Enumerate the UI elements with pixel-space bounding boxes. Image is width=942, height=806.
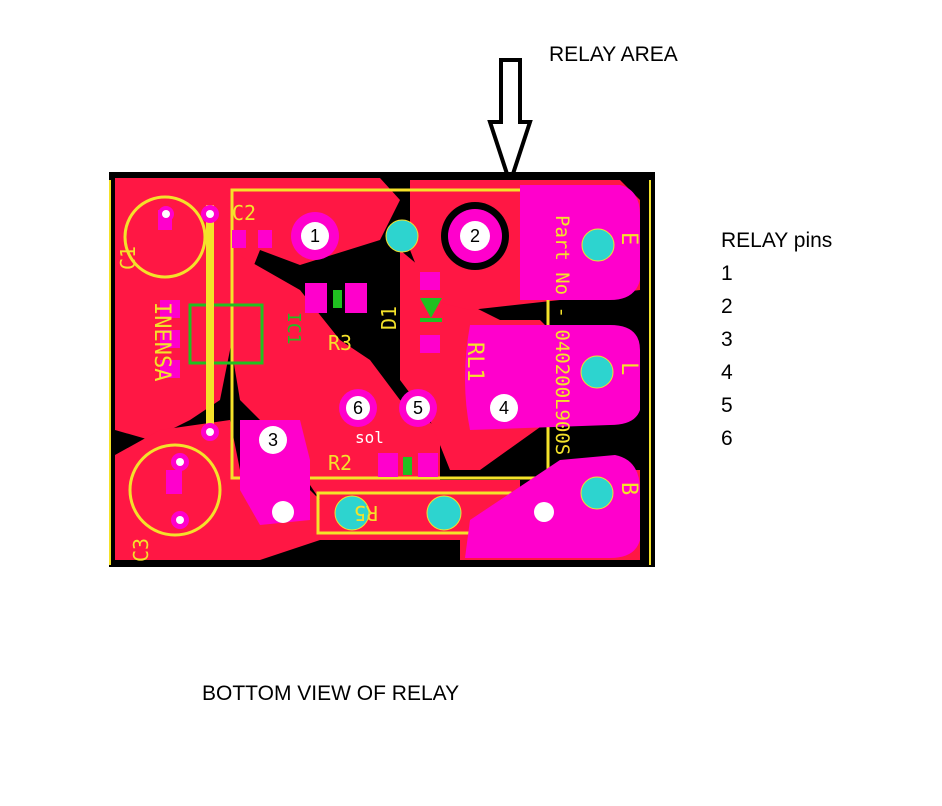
silk-r5: R5 bbox=[354, 501, 378, 525]
silk-part-no: Part No - 040200L900S bbox=[551, 215, 573, 455]
relay-pins-title: RELAY pins bbox=[721, 229, 833, 252]
silk-term-l: L bbox=[616, 362, 641, 375]
relay-pin-item: 6 bbox=[721, 427, 733, 450]
relay-pin-5: 5 bbox=[399, 389, 437, 427]
relay-pin-item: 3 bbox=[721, 328, 733, 351]
silk-rl1: RL1 bbox=[462, 342, 487, 382]
smd-pads bbox=[160, 230, 440, 477]
relay-pin-2: 2 bbox=[441, 202, 509, 270]
via-icons bbox=[334, 219, 615, 531]
silk-term-b: B bbox=[616, 482, 641, 495]
silk-c3: C3 bbox=[129, 538, 153, 562]
silk-r2: R2 bbox=[328, 451, 352, 475]
relay-pin-label: 6 bbox=[353, 398, 363, 418]
through-holes bbox=[158, 205, 554, 529]
relay-pin-item: 2 bbox=[721, 295, 733, 318]
c3-outline bbox=[128, 443, 222, 537]
silk-c1: C1 bbox=[116, 246, 140, 270]
silk-d1: D1 bbox=[377, 306, 401, 330]
relay-pin-4: 4 bbox=[490, 394, 518, 422]
relay-pin-label: 1 bbox=[310, 226, 320, 246]
relay-pins-list: 1 2 3 4 5 6 bbox=[721, 257, 832, 455]
silk-brand: INENSA bbox=[149, 302, 174, 381]
relay-pin-label: 2 bbox=[470, 226, 480, 246]
silk-term-e: E bbox=[616, 232, 641, 245]
relay-pin-6: 6 bbox=[339, 389, 377, 427]
relay-pin-1: 1 bbox=[291, 212, 339, 260]
relay-area-label: RELAY AREA bbox=[549, 43, 678, 66]
relay-pin-item: 4 bbox=[721, 361, 733, 384]
bottom-view-label: BOTTOM VIEW OF RELAY bbox=[202, 682, 460, 705]
silk-r3: R3 bbox=[328, 331, 352, 355]
relay-pin-label: 4 bbox=[499, 398, 509, 418]
ic1-outline bbox=[188, 303, 264, 365]
c1-outline bbox=[123, 195, 207, 279]
relay-pin-item: 5 bbox=[721, 394, 733, 417]
relay-pin-label: 5 bbox=[413, 398, 423, 418]
relay-pin-item: 1 bbox=[721, 262, 733, 285]
relay-pins-panel: RELAY pins 1 2 3 4 5 6 bbox=[721, 224, 832, 455]
relay-pin-3: 3 bbox=[259, 426, 287, 454]
silk-sol: sol bbox=[355, 428, 384, 447]
down-arrow-icon bbox=[487, 58, 533, 190]
relay-pin-label: 3 bbox=[268, 430, 278, 450]
silk-c2: C2 bbox=[232, 201, 256, 225]
silk-ic1: IC1 bbox=[283, 312, 304, 345]
